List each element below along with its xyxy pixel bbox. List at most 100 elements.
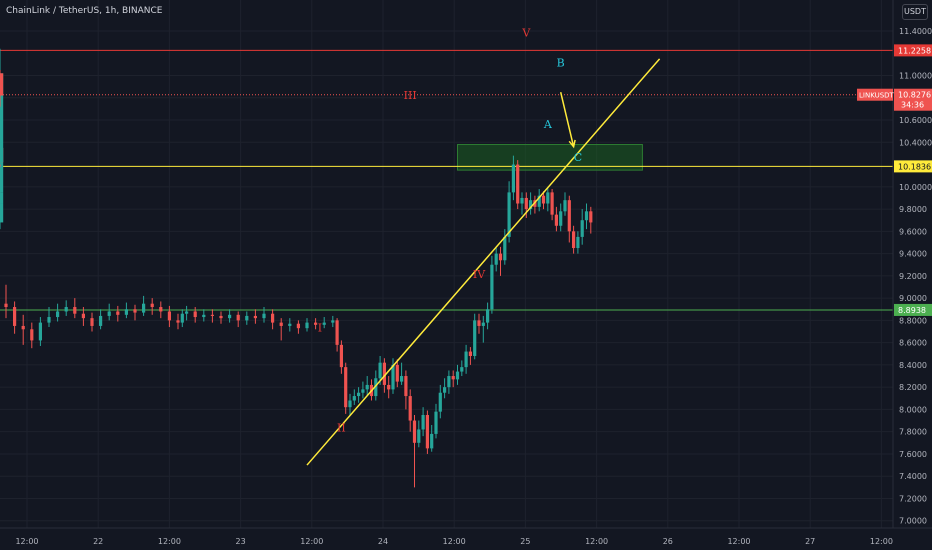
candle-body (546, 192, 550, 204)
candle-body (584, 211, 589, 221)
candle-body (404, 376, 408, 397)
candle-body (142, 303, 146, 313)
candle-body (236, 314, 240, 321)
candle-body (447, 376, 451, 388)
wave-label-iv: IV (473, 268, 486, 281)
current-price-box (894, 88, 932, 111)
x-tick-label: 26 (663, 537, 673, 546)
y-tick-label: 8.4000 (899, 361, 927, 370)
candle-body (387, 384, 391, 390)
candle-body (352, 396, 356, 401)
candle-body (314, 322, 318, 325)
candle-body (81, 313, 85, 319)
countdown-label: 34:36 (901, 101, 924, 110)
candle-body (567, 200, 571, 232)
candle-body (374, 378, 378, 397)
y-tick-label: 9.8000 (899, 205, 927, 214)
wave-label-ii: II (337, 422, 346, 435)
y-tick-label: 10.4000 (899, 138, 932, 147)
candle-body (576, 236, 580, 249)
trendline (306, 58, 661, 466)
candle-body (339, 344, 343, 368)
price-label: 8.8938 (898, 306, 926, 315)
candle-body (473, 320, 477, 356)
candle-body (511, 164, 515, 193)
candle-body (382, 362, 386, 385)
candle-body (400, 376, 404, 382)
candle-body (0, 73, 4, 96)
y-tick-label: 8.0000 (899, 405, 927, 414)
candle-body (159, 307, 163, 312)
candle-body (21, 325, 25, 330)
candle-body (47, 317, 51, 323)
candle-body (133, 309, 137, 313)
y-tick-label: 11.0000 (899, 72, 932, 81)
y-tick-label: 8.2000 (899, 383, 927, 392)
wave-label-iii: III (404, 89, 417, 102)
candle-body (262, 313, 266, 319)
x-tick-label: 24 (378, 537, 388, 546)
candle-body (245, 315, 249, 321)
candle-body (279, 322, 283, 326)
candle-body (344, 367, 348, 408)
candle-body (271, 313, 275, 323)
candle-body (0, 147, 4, 193)
candle-body (391, 364, 395, 390)
candle-body (554, 214, 558, 226)
x-tick-label: 12:00 (443, 537, 466, 546)
candle-body (288, 323, 292, 326)
candle-body (481, 322, 485, 326)
candle-body (185, 311, 189, 314)
candle-body (180, 313, 184, 323)
x-tick-label: 12:00 (15, 537, 38, 546)
x-tick-label: 12:00 (585, 537, 608, 546)
candle-body (516, 164, 520, 204)
y-tick-label: 8.6000 (899, 339, 927, 348)
candle-body (378, 362, 382, 379)
candle-body (490, 264, 494, 310)
arrow-head (568, 139, 576, 149)
candle-body (503, 236, 507, 261)
x-tick-label: 25 (520, 537, 530, 546)
y-tick-label: 10.6000 (899, 116, 932, 125)
y-tick-label: 9.0000 (899, 294, 927, 303)
candle-body (425, 414, 429, 449)
y-tick-label: 7.6000 (899, 450, 927, 459)
candle-body (507, 192, 511, 237)
candle-body (412, 420, 417, 443)
candle-body (421, 414, 425, 430)
price-label-box (894, 44, 932, 57)
candle-body (434, 411, 438, 434)
candle-body (559, 211, 563, 226)
candle-body (4, 303, 8, 308)
candle-body (38, 322, 42, 341)
candle-body (90, 318, 94, 326)
candle-body (0, 203, 4, 223)
y-tick-label: 9.4000 (899, 250, 927, 259)
currency-button[interactable]: USDT (902, 4, 928, 20)
candle-body (524, 197, 528, 210)
candle-body (563, 200, 567, 212)
candle-body (417, 429, 421, 443)
wave-label-c: C (574, 151, 582, 164)
candle-body (498, 253, 503, 261)
candle-body (520, 197, 524, 204)
y-tick-label: 8.8000 (899, 316, 927, 325)
wave-label-a: A (543, 118, 553, 131)
x-tick-label: 12:00 (300, 537, 323, 546)
candle-body (494, 253, 498, 265)
y-tick-label: 9.2000 (899, 272, 927, 281)
y-tick-label: 7.8000 (899, 428, 927, 437)
candle-body (210, 314, 214, 316)
candle-body (116, 311, 120, 315)
price-label: 10.1836 (898, 162, 931, 171)
candle-body (228, 314, 232, 319)
candle-body (589, 211, 593, 223)
candle-body (477, 320, 481, 326)
price-label-box (894, 160, 932, 173)
x-tick-label: 22 (93, 537, 103, 546)
symbol-label: LINKUSDT (859, 92, 895, 100)
candle-body (202, 314, 206, 318)
candle-body (438, 392, 442, 412)
